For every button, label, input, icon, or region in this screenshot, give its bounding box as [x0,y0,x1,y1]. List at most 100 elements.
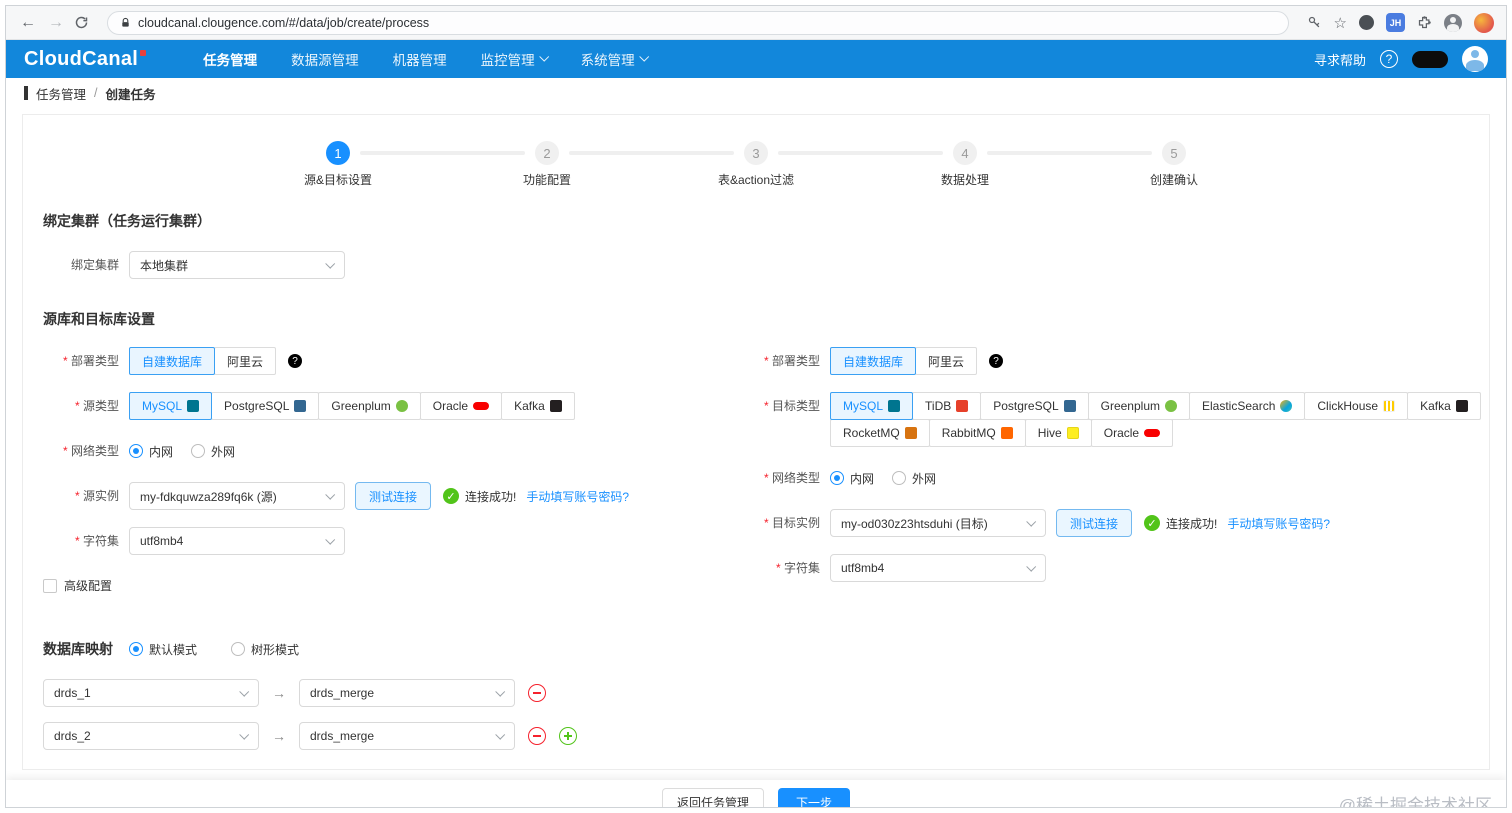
postgresql-icon [1063,400,1076,412]
oracle-icon [473,402,490,410]
source-instance-label: 源实例 [43,482,119,510]
cluster-label: 绑定集群 [70,258,119,272]
cluster-select-value: 本地集群 [140,258,189,273]
avatar[interactable] [1462,46,1488,72]
mapping-mode-tree[interactable]: 树形模式 [231,641,299,658]
deploy-help-icon[interactable] [288,354,303,368]
source-network-external[interactable]: 外网 [191,443,235,460]
target-network-internal[interactable]: 内网 [830,470,874,487]
source-type-kafka-button[interactable]: Kafka [501,392,575,420]
source-deploy-aliyun-button[interactable]: 阿里云 [214,347,277,375]
target-type-tidb-button[interactable]: TiDB [912,392,982,420]
source-instance-value: my-fdkquwza289fq6k (源) [140,489,277,504]
help-link[interactable]: 寻求帮助 [1313,52,1366,68]
target-type-mysql-button[interactable]: MySQL [830,392,914,420]
bookmark-star-icon[interactable]: ☆ [1333,14,1347,32]
step-connector [987,151,1152,155]
next-step-button[interactable]: 下一步 [778,788,851,807]
target-type-hive-button[interactable]: Hive [1024,419,1092,447]
target-deploy-self-built-button[interactable]: 自建数据库 [830,347,917,375]
target-manual-credentials-link[interactable]: 手动填写账号密码? [1227,516,1331,531]
target-deploy-label: 部署类型 [756,347,820,375]
nav-item-task-management[interactable]: 任务管理 [186,40,274,78]
target-type-postgresql-button[interactable]: PostgreSQL [980,392,1089,420]
nav-item-monitor-management[interactable]: 监控管理 [464,40,564,78]
source-type-greenplum-button[interactable]: Greenplum [318,392,421,420]
cluster-select[interactable]: 本地集群 [129,251,345,279]
target-charset-select[interactable]: utf8mb4 [830,554,1046,582]
target-type-elasticsearch-button[interactable]: ElasticSearch [1189,392,1306,420]
logo-text: CloudCanal [24,47,139,70]
mapping-target-value: drds_merge [310,729,375,743]
source-instance-select[interactable]: my-fdkquwza289fq6k (源) [129,482,345,510]
source-type-mysql-button[interactable]: MySQL [129,392,213,420]
option-label: PostgreSQL [993,399,1059,413]
nav-item-system-management[interactable]: 系统管理 [564,40,664,78]
refresh-icon[interactable] [74,15,89,30]
target-instance-select[interactable]: my-od030z23htsduhi (目标) [830,509,1046,537]
step-connector [360,151,525,155]
mapping-source-select[interactable]: drds_1 [43,679,259,707]
source-charset-select[interactable]: utf8mb4 [129,527,345,555]
mapping-mode-default[interactable]: 默认模式 [129,641,197,658]
nav-label: 机器管理 [392,53,447,68]
target-type-kafka-button[interactable]: Kafka [1407,392,1481,420]
source-manual-credentials-link[interactable]: 手动填写账号密码? [526,489,630,504]
extension-circle-icon[interactable] [1359,15,1374,30]
chevron-down-icon [239,686,250,697]
breadcrumb-task-management[interactable]: 任务管理 [36,87,87,102]
address-bar[interactable]: cloudcanal.clougence.com/#/data/job/crea… [107,10,1289,35]
option-label: 阿里云 [227,354,264,369]
forward-icon[interactable]: → [48,13,64,31]
profile-icon[interactable] [1444,13,1462,32]
source-type-postgresql-button[interactable]: PostgreSQL [211,392,320,420]
cloudcanal-logo[interactable]: CloudCanal [24,47,147,71]
add-mapping-row-icon[interactable] [559,727,577,745]
option-label: TiDB [925,399,952,413]
source-type-oracle-button[interactable]: Oracle [419,392,503,420]
mapping-source-select[interactable]: drds_2 [43,722,259,750]
step-1: 1 源&目标设置 [304,141,372,187]
option-label: ClickHouse [1317,399,1379,413]
advanced-config-checkbox[interactable] [43,578,57,593]
jh-extension-badge[interactable]: JH [1386,13,1405,32]
radio-checked-icon [129,642,143,656]
main-nav: 任务管理 数据源管理 机器管理 监控管理 系统管理 [186,40,664,78]
source-deploy-self-built-button[interactable]: 自建数据库 [129,347,216,375]
target-type-rocketmq-button[interactable]: RocketMQ [830,419,930,447]
target-type-greenplum-button[interactable]: Greenplum [1087,392,1190,420]
radio-checked-icon [830,471,844,485]
mapping-target-select[interactable]: drds_merge [299,722,515,750]
browser-avatar[interactable] [1474,12,1494,33]
nav-item-datasource-management[interactable]: 数据源管理 [274,40,376,78]
remove-mapping-row-icon[interactable] [528,684,546,702]
target-deploy-aliyun-button[interactable]: 阿里云 [915,347,978,375]
remove-mapping-row-icon[interactable] [528,727,546,745]
nav-label: 任务管理 [203,53,258,68]
option-label: RocketMQ [843,426,900,440]
deploy-help-icon[interactable] [989,354,1004,368]
target-connection-status: 连接成功! [1166,516,1218,531]
target-type-clickhouse-button[interactable]: ClickHouse [1304,392,1409,420]
help-icon[interactable]: ? [1380,50,1398,68]
step-circle: 4 [953,141,977,165]
source-network-internal[interactable]: 内网 [129,443,173,460]
source-deploy-label: 部署类型 [43,347,119,375]
user-pill[interactable] [1412,50,1448,68]
key-icon[interactable] [1307,15,1322,30]
back-to-task-management-button[interactable]: 返回任务管理 [661,788,764,807]
target-network-label: 网络类型 [756,464,820,492]
back-icon[interactable]: ← [20,13,36,31]
nav-item-machine-management[interactable]: 机器管理 [376,40,464,78]
target-type-rabbitmq-button[interactable]: RabbitMQ [928,419,1026,447]
target-type-oracle-button[interactable]: Oracle [1090,419,1174,447]
arrow-right-icon [272,728,286,744]
kafka-icon [549,400,562,412]
footer-bar: 返回任务管理 下一步 @稀土掘金技术社区 [6,780,1506,807]
target-test-connection-button[interactable]: 测试连接 [1056,509,1133,537]
puzzle-icon[interactable] [1417,15,1432,30]
target-network-external[interactable]: 外网 [892,470,936,487]
source-test-connection-button[interactable]: 测试连接 [355,482,432,510]
step-label: 数据处理 [940,173,990,187]
mapping-target-select[interactable]: drds_merge [299,679,515,707]
